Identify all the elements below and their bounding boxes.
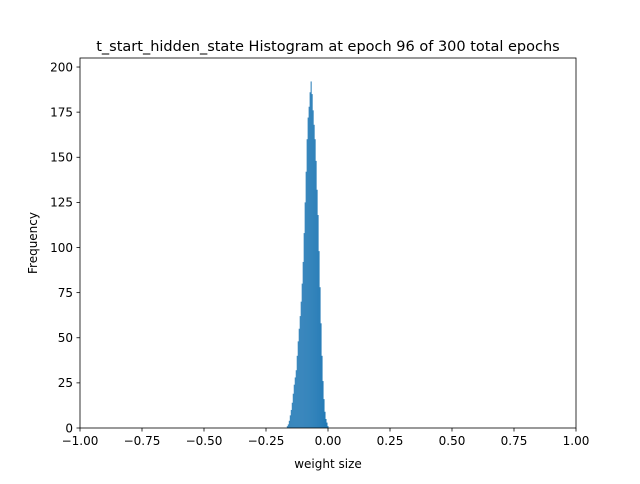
histogram-bar [319, 287, 321, 428]
histogram-bar [327, 426, 329, 428]
histogram-bar [322, 381, 324, 428]
y-tick-label: 125 [50, 196, 73, 210]
histogram-bar [304, 202, 306, 428]
y-tick-label: 0 [65, 421, 73, 435]
histogram-bar [293, 384, 295, 428]
histogram-bar [309, 92, 311, 428]
x-tick-label: 0.00 [315, 434, 342, 448]
histogram-bar [312, 110, 314, 428]
x-tick-label: 0.50 [439, 434, 466, 448]
x-tick-label: 0.25 [377, 434, 404, 448]
y-tick-label: 25 [58, 376, 73, 390]
histogram-bar [299, 316, 301, 428]
histogram-bar [307, 117, 309, 428]
histogram-bar [323, 399, 325, 428]
chart-title: t_start_hidden_state Histogram at epoch … [96, 39, 559, 55]
histogram-bar [315, 160, 317, 428]
y-axis-label: Frequency [26, 212, 40, 274]
bars-layer [286, 81, 329, 429]
x-tick-label: 1.00 [563, 434, 590, 448]
y-axis: 0 25 50 75 100 125 150 175 200 [50, 60, 80, 435]
y-tick-label: 100 [50, 241, 73, 255]
x-axis: −1.00 −0.75 −0.50 −0.25 0.00 0.25 0.50 0.75 1.00 [62, 428, 590, 448]
histogram-bar [302, 261, 304, 428]
x-tick-label: −0.75 [124, 434, 161, 448]
histogram-bar [321, 355, 323, 428]
y-tick-label: 150 [50, 151, 73, 165]
x-axis-label: weight size [294, 457, 362, 471]
histogram-bar [295, 370, 297, 428]
plot-frame [79, 57, 577, 429]
histogram-bar [290, 409, 292, 428]
histogram-bar [324, 411, 326, 428]
histogram-bar [300, 301, 302, 428]
histogram-bar [287, 424, 289, 428]
y-tick-label: 75 [58, 286, 73, 300]
histogram-bar [286, 426, 288, 428]
x-tick-label: −1.00 [62, 434, 99, 448]
histogram-bar [298, 328, 300, 428]
histogram-bar [326, 422, 328, 428]
histogram-bar [317, 215, 319, 428]
histogram-bar [313, 124, 315, 428]
x-tick-label: 0.75 [501, 434, 528, 448]
histogram-bar [316, 189, 318, 428]
histogram-bar [291, 402, 293, 428]
histogram-bar [320, 323, 322, 428]
histogram-bar [325, 418, 327, 428]
histogram-bar [308, 106, 310, 429]
histogram-bar [294, 377, 296, 428]
y-tick-label: 175 [50, 105, 73, 119]
histogram-bar [310, 81, 312, 429]
histogram-bar [318, 251, 320, 428]
histogram-bar [288, 420, 290, 428]
y-tick-label: 200 [50, 60, 73, 74]
x-tick-label: −0.50 [186, 434, 223, 448]
histogram-bar [297, 341, 299, 428]
x-tick-label: −0.25 [248, 434, 285, 448]
histogram-bar [292, 393, 294, 428]
histogram-bar [306, 139, 308, 428]
histogram-bar [311, 94, 313, 428]
histogram-bar [301, 283, 303, 428]
y-tick-label: 50 [58, 331, 73, 345]
histogram-bar [305, 171, 307, 428]
histogram-bar [303, 233, 305, 428]
histogram-bar [314, 139, 316, 428]
histogram-bar [296, 355, 298, 428]
histogram-bar [289, 415, 291, 428]
